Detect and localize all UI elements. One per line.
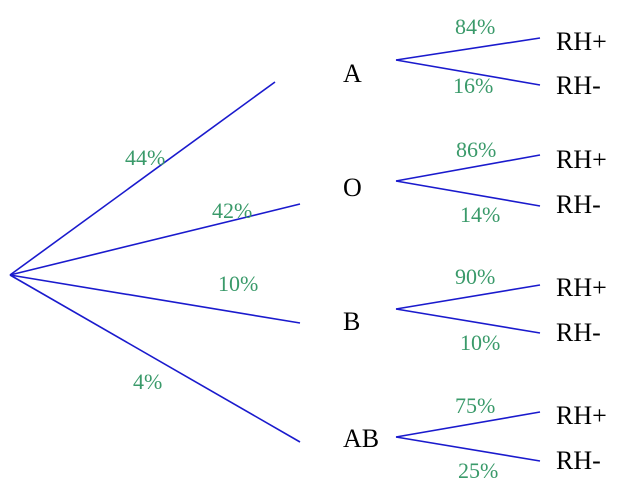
percent-ab: 4%	[133, 369, 162, 394]
percent-b-rh-neg: 10%	[460, 330, 500, 355]
node-a: A	[343, 59, 362, 88]
label-b-rh-pos: RH+	[556, 273, 607, 302]
label-ab-rh-neg: RH-	[556, 446, 601, 475]
percent-ab-rh-pos: 75%	[455, 393, 495, 418]
branch-b-rh-pos	[395, 284, 541, 310]
percent-o: 42%	[212, 198, 252, 223]
label-o-rh-pos: RH+	[556, 145, 607, 174]
percent-b: 10%	[218, 271, 258, 296]
label-a-rh-pos: RH+	[556, 27, 607, 56]
percent-o-rh-neg: 14%	[460, 202, 500, 227]
percent-ab-rh-neg: 25%	[458, 458, 498, 482]
branch-ab-rh-neg	[395, 436, 541, 462]
label-ab-rh-pos: RH+	[556, 401, 607, 430]
branch-a-rh-pos	[395, 37, 541, 61]
percent-o-rh-pos: 86%	[456, 137, 496, 162]
branch-o-rh-neg	[395, 180, 541, 207]
branch-root-b	[9, 274, 301, 324]
node-o: O	[343, 173, 362, 202]
percent-a-rh-pos: 84%	[455, 14, 495, 39]
percent-b-rh-pos: 90%	[455, 264, 495, 289]
branch-ab-rh-pos	[395, 411, 541, 438]
branch-a-rh-neg	[395, 59, 541, 86]
label-o-rh-neg: RH-	[556, 190, 601, 219]
label-a-rh-neg: RH-	[556, 71, 601, 100]
branch-o-rh-pos	[395, 154, 541, 182]
branch-root-o	[9, 203, 301, 276]
percent-a-rh-neg: 16%	[453, 73, 493, 98]
node-ab: AB	[343, 424, 379, 453]
label-b-rh-neg: RH-	[556, 318, 601, 347]
branch-b-rh-neg	[395, 308, 541, 334]
percent-a: 44%	[125, 145, 165, 170]
branch-root-ab	[9, 274, 301, 443]
node-b: B	[343, 307, 360, 336]
branch-root-a	[9, 81, 276, 276]
